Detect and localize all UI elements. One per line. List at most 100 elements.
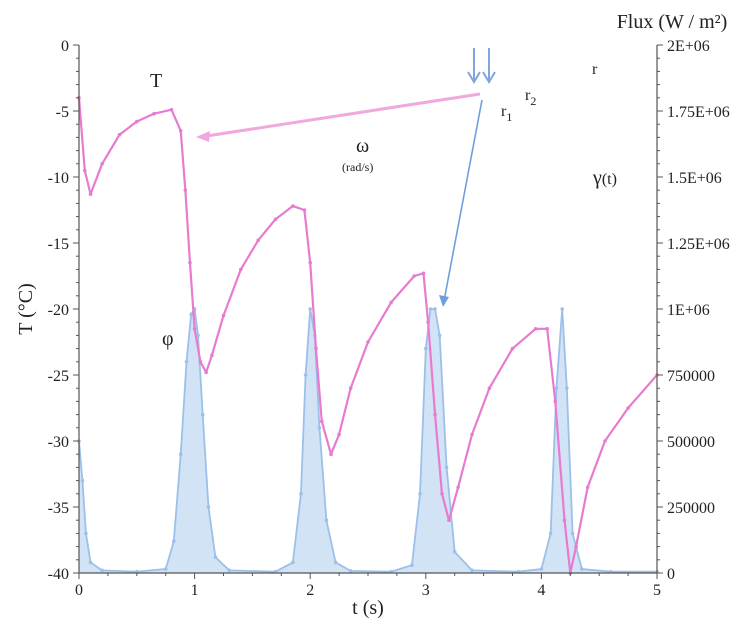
y-right-tick-label: 0	[667, 566, 675, 583]
y-left-tick-label: -30	[48, 434, 69, 451]
y-right-tick-label: 1.75E+06	[667, 104, 730, 121]
temperature-point	[204, 370, 208, 375]
temperature-point	[421, 271, 426, 276]
r1-subscript: 1	[506, 110, 512, 124]
down-arrow-2-head	[482, 71, 496, 84]
phi-point	[444, 465, 449, 470]
arrow-head-t	[196, 131, 210, 142]
temperature-point	[510, 346, 515, 351]
temperature-point	[433, 412, 437, 417]
temperature-point	[447, 518, 451, 522]
temperature-point	[135, 119, 139, 124]
temperature-point	[585, 485, 590, 490]
temperature-point	[291, 204, 295, 208]
phi-point	[163, 567, 168, 571]
x-tick-label: 1	[191, 582, 199, 599]
temperature-point	[545, 327, 549, 331]
temperature-point	[440, 492, 444, 496]
x-axis-title: t (s)	[352, 597, 384, 619]
phi-point	[299, 492, 303, 496]
temperature-point	[533, 327, 538, 331]
r-label: r	[592, 61, 598, 78]
y-left-tick-label: -40	[48, 566, 69, 583]
phi-point	[84, 531, 88, 536]
arrow-head-phi	[439, 295, 449, 307]
temperature-point	[412, 274, 417, 278]
y-right-tick-label: 250000	[667, 500, 715, 517]
temperature-point	[178, 129, 183, 133]
temperature-point	[188, 261, 192, 265]
x-tick-label: 3	[422, 582, 430, 599]
phi-point	[548, 531, 553, 536]
arrow-to-t-curve	[199, 92, 481, 139]
temperature-point	[426, 320, 430, 325]
phi-point	[196, 333, 200, 338]
phi-point	[580, 567, 584, 571]
temperature-point	[210, 353, 214, 358]
phi-point	[570, 531, 575, 536]
phi-point	[178, 452, 183, 457]
series-label-t: T	[150, 70, 162, 92]
phi-point	[308, 307, 313, 311]
temperature-point	[366, 340, 370, 344]
temperature-point	[487, 386, 492, 391]
temperature-point	[329, 452, 333, 457]
temperature-point	[273, 217, 278, 222]
y-left-tick-label: -5	[56, 104, 69, 121]
phi-point	[100, 568, 104, 573]
y-right-tick-label: 2E+06	[667, 38, 710, 55]
temperature-point	[302, 208, 307, 212]
temperature-point	[337, 432, 341, 437]
arrow-to-phi-peak	[443, 99, 483, 302]
phi-point	[324, 518, 329, 522]
phi-point	[213, 555, 218, 559]
phi-point	[333, 560, 338, 565]
temperature-point	[308, 261, 313, 265]
phi-point	[565, 386, 569, 391]
temperature-point	[389, 300, 393, 305]
temperature-series-layer	[77, 96, 659, 575]
r2-label: r2	[525, 87, 536, 108]
phi-point	[424, 346, 428, 351]
phi-point	[206, 505, 211, 509]
phi-point	[227, 568, 232, 573]
phi-point	[554, 386, 559, 391]
phi-point	[560, 307, 565, 311]
down-arrow-1-head	[467, 71, 481, 84]
y-left-tick-label: -15	[48, 236, 69, 253]
phi-point	[88, 560, 93, 565]
temperature-point	[256, 238, 260, 243]
phi-point	[317, 426, 322, 430]
temperature-point	[626, 406, 630, 410]
temperature-point	[319, 419, 324, 424]
x-tick-label: 2	[306, 582, 314, 599]
r2-base: r	[525, 87, 531, 104]
x-tick-label: 5	[653, 582, 661, 599]
phi-point	[200, 412, 205, 417]
ticks-layer: 0 1 2 3 4 50-5-10-15-20-25-30-35-402E+061.75E…	[48, 38, 730, 599]
temperature-point	[100, 162, 104, 166]
y-right-tick-label: 1.5E+06	[667, 170, 722, 187]
gamma-label: γ(t)	[592, 167, 617, 189]
temperature-point	[562, 518, 567, 522]
y-right-tick-label: 750000	[667, 368, 715, 385]
temperature-point	[239, 267, 243, 272]
temperature-point	[198, 360, 203, 364]
phi-point	[171, 539, 176, 544]
y-left-tick-label: 0	[61, 38, 69, 55]
omega-label: ω	[356, 135, 369, 157]
gamma-argument: (t)	[602, 171, 617, 188]
phi-point	[291, 560, 295, 565]
temperature-point	[603, 439, 607, 443]
r2-subscript: 2	[530, 94, 536, 108]
temperature-point	[348, 386, 353, 391]
phi-point	[539, 567, 544, 571]
phi-point	[184, 360, 189, 364]
temperature-point	[553, 399, 558, 404]
temperature-point	[314, 346, 318, 351]
temperature-point	[82, 168, 87, 173]
y-right-tick-label: 1.25E+06	[667, 236, 730, 253]
phi-point	[452, 550, 457, 554]
phi-point	[189, 312, 193, 317]
